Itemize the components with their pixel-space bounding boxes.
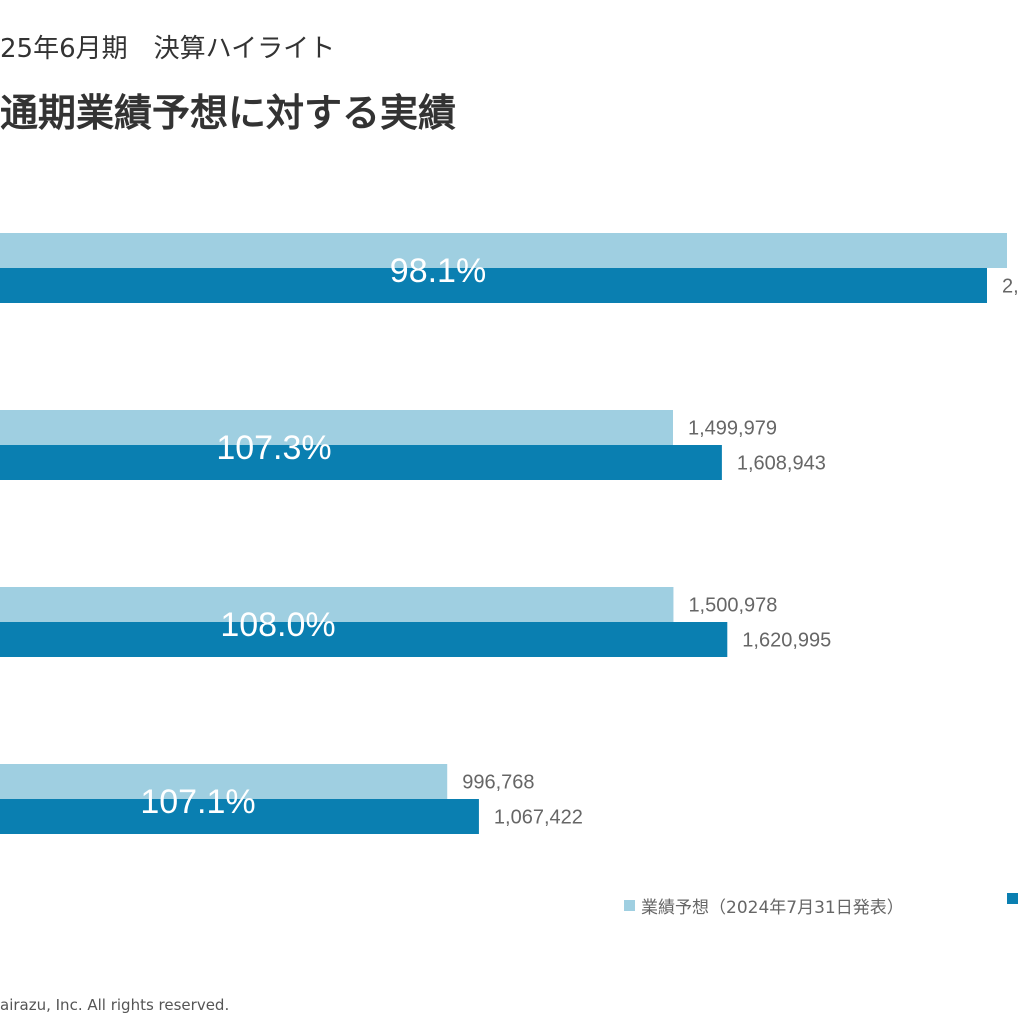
legend-forecast-swatch [624, 900, 635, 911]
page-title: 通期業績予想に対する実績 [0, 91, 457, 135]
bar-actual [0, 799, 479, 834]
bar-forecast [0, 587, 674, 622]
ratio-label: 108.0% [220, 606, 335, 644]
copyright-footer: airazu, Inc. All rights reserved. [0, 996, 230, 1014]
value-label-actual: 1,608,943 [737, 453, 826, 475]
bar-forecast [0, 764, 448, 799]
ratio-label: 107.1% [140, 783, 255, 821]
page-subtitle: 25年6月期 決算ハイライト [0, 34, 336, 64]
legend-actual-swatch [1007, 893, 1018, 904]
legend-forecast: 業績予想（2024年7月31日発表） [624, 893, 904, 918]
legend-actual [1007, 893, 1024, 904]
ratio-label: 98.1% [390, 252, 486, 290]
bar-actual [0, 445, 722, 480]
value-label-actual: 2, [1002, 276, 1019, 298]
value-label-forecast: 1,500,978 [688, 595, 777, 617]
bar-forecast [0, 410, 673, 445]
legend-forecast-label: 業績予想（2024年7月31日発表） [641, 898, 904, 918]
bar-forecast [0, 233, 1007, 268]
value-label-actual: 1,067,422 [494, 807, 583, 829]
value-label-forecast: 996,768 [462, 772, 534, 794]
ratio-label: 107.3% [216, 429, 331, 467]
bar-actual [0, 268, 987, 303]
value-label-actual: 1,620,995 [742, 630, 831, 652]
value-label-forecast: 1,499,979 [688, 418, 777, 440]
bar-actual [0, 622, 728, 657]
